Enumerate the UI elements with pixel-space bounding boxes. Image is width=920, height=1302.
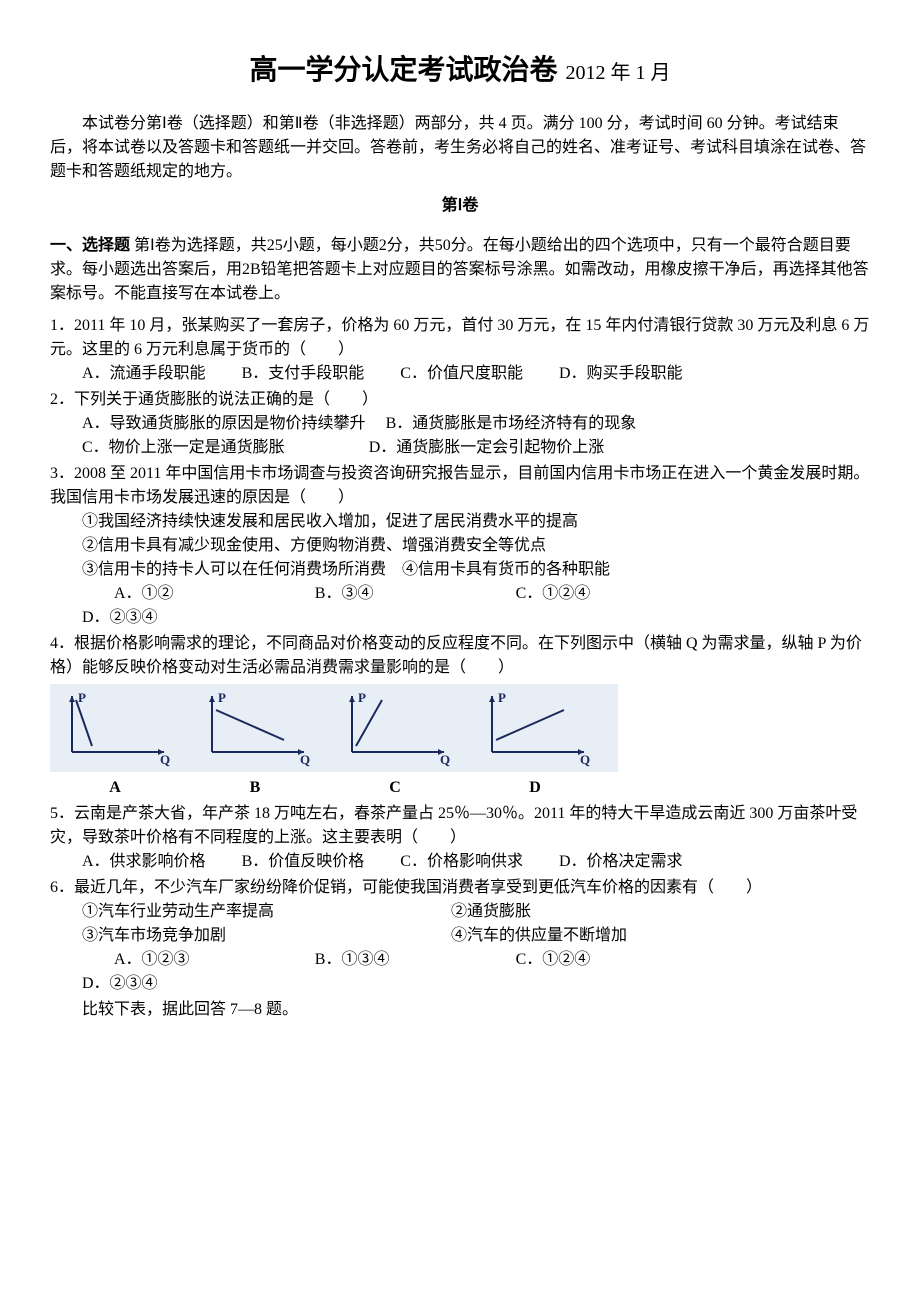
q3-opt-d: D．②③④ [50, 606, 247, 630]
q7-lead: 比较下表，据此回答 7—8 题。 [50, 998, 870, 1022]
svg-text:Q: Q [300, 752, 310, 767]
q3-options: A．①② B．③④ C．①②④ D．②③④ [50, 582, 870, 630]
q4-label-d: D [470, 776, 600, 800]
q2-opt-b: B．通货膨胀是市场经济特有的现象 [386, 415, 637, 432]
q2-row2: C．物价上涨一定是通货膨胀 D．通货膨胀一定会引起物价上涨 [50, 436, 870, 460]
q4-labels: A B C D [50, 776, 610, 800]
q1-stem: 1．2011 年 10 月，张某购买了一套房子，价格为 60 万元，首付 30 … [50, 314, 870, 362]
q1-opt-a: A．流通手段职能 [82, 365, 206, 382]
q3-s2: ②信用卡具有减少现金使用、方便购物消费、增强消费安全等优点 [50, 534, 870, 558]
exam-date: 2012 年 1 月 [566, 62, 671, 84]
q4-label-a: A [50, 776, 180, 800]
svg-text:Q: Q [580, 752, 590, 767]
question-1: 1．2011 年 10 月，张某购买了一套房子，价格为 60 万元，首付 30 … [50, 314, 870, 386]
svg-text:Q: Q [160, 752, 170, 767]
q6-subrow2: ③汽车市场竞争加剧 ④汽车的供应量不断增加 [50, 924, 870, 948]
q4-charts: PQ PQ PQ PQ [50, 684, 618, 772]
question-6: 6．最近几年，不少汽车厂家纷纷降价促销，可能使我国消费者享受到更低汽车价格的因素… [50, 876, 870, 996]
q1-opt-b: B．支付手段职能 [242, 365, 365, 382]
q2-opt-a: A．导致通货膨胀的原因是物价持续攀升 [82, 415, 366, 432]
svg-text:P: P [218, 690, 226, 705]
q1-opt-c: C．价值尺度职能 [400, 365, 523, 382]
q1-options: A．流通手段职能 B．支付手段职能 C．价值尺度职能 D．购买手段职能 [50, 362, 870, 386]
section1-label: 一、选择题 [50, 237, 130, 254]
q2-opt-c: C．物价上涨一定是通货膨胀 [82, 439, 285, 456]
q6-s2: ②通货膨胀 [419, 900, 788, 924]
svg-text:P: P [358, 690, 366, 705]
q5-opt-b: B．价值反映价格 [242, 853, 365, 870]
q3-opt-c: C．①②④ [484, 582, 681, 606]
question-2: 2．下列关于通货膨胀的说法正确的是（ ） A．导致通货膨胀的原因是物价持续攀升 … [50, 388, 870, 460]
q6-opt-a: A．①②③ [82, 948, 279, 972]
q3-opt-a: A．①② [82, 582, 279, 606]
q6-s4: ④汽车的供应量不断增加 [419, 924, 788, 948]
question-5: 5．云南是产茶大省，年产茶 18 万吨左右，春茶产量占 25％—30％。2011… [50, 802, 870, 874]
q6-opt-c: C．①②④ [484, 948, 681, 972]
q2-opt-d: D．通货膨胀一定会引起物价上涨 [369, 439, 605, 456]
q3-s1: ①我国经济持续快速发展和居民收入增加，促进了居民消费水平的提高 [50, 510, 870, 534]
q2-stem: 2．下列关于通货膨胀的说法正确的是（ ） [50, 388, 870, 412]
q5-opt-c: C．价格影响供求 [400, 853, 523, 870]
q6-opt-b: B．①③④ [283, 948, 480, 972]
q5-opt-a: A．供求影响价格 [82, 853, 206, 870]
q4-label-b: B [190, 776, 320, 800]
q1-opt-d: D．购买手段职能 [559, 365, 683, 382]
q2-row1: A．导致通货膨胀的原因是物价持续攀升 B．通货膨胀是市场经济特有的现象 [50, 412, 870, 436]
q4-chart-b: PQ [194, 688, 324, 768]
q6-options: A．①②③ B．①③④ C．①②④ D．②③④ [50, 948, 870, 996]
svg-text:P: P [78, 690, 86, 705]
q3-s3: ③信用卡的持卡人可以在任何消费场所消费 ④信用卡具有货币的各种职能 [50, 558, 870, 582]
title-block: 高一学分认定考试政治卷 2012 年 1 月 [50, 50, 870, 92]
svg-text:P: P [498, 690, 506, 705]
question-3: 3．2008 至 2011 年中国信用卡市场调查与投资咨询研究报告显示，目前国内… [50, 462, 870, 630]
q4-chart-d: PQ [474, 688, 604, 768]
question-4: 4．根据价格影响需求的理论，不同商品对价格变动的反应程度不同。在下列图示中（横轴… [50, 632, 870, 800]
q5-opt-d: D．价格决定需求 [559, 853, 683, 870]
q4-stem: 4．根据价格影响需求的理论，不同商品对价格变动的反应程度不同。在下列图示中（横轴… [50, 632, 870, 680]
section1-instructions: 一、选择题 第Ⅰ卷为选择题，共25小题，每小题2分，共50分。在每小题给出的四个… [50, 234, 870, 306]
q6-s1: ①汽车行业劳动生产率提高 [50, 900, 419, 924]
q4-label-c: C [330, 776, 460, 800]
part1-header: 第Ⅰ卷 [50, 194, 870, 218]
q6-s3: ③汽车市场竞争加剧 [50, 924, 419, 948]
main-title: 高一学分认定考试政治卷 [249, 55, 557, 86]
intro-paragraph: 本试卷分第Ⅰ卷（选择题）和第Ⅱ卷（非选择题）两部分，共 4 页。满分 100 分… [50, 112, 870, 184]
section1-instr-text: 第Ⅰ卷为选择题，共25小题，每小题2分，共50分。在每小题给出的四个选项中，只有… [50, 237, 869, 302]
q6-opt-d: D．②③④ [50, 972, 247, 996]
q5-stem: 5．云南是产茶大省，年产茶 18 万吨左右，春茶产量占 25％—30％。2011… [50, 802, 870, 850]
q6-subrow1: ①汽车行业劳动生产率提高 ②通货膨胀 [50, 900, 870, 924]
q4-chart-a: PQ [54, 688, 184, 768]
q6-stem: 6．最近几年，不少汽车厂家纷纷降价促销，可能使我国消费者享受到更低汽车价格的因素… [50, 876, 870, 900]
q3-opt-b: B．③④ [283, 582, 480, 606]
q5-options: A．供求影响价格 B．价值反映价格 C．价格影响供求 D．价格决定需求 [50, 850, 870, 874]
q3-stem: 3．2008 至 2011 年中国信用卡市场调查与投资咨询研究报告显示，目前国内… [50, 462, 870, 510]
q4-chart-c: PQ [334, 688, 464, 768]
svg-text:Q: Q [440, 752, 450, 767]
